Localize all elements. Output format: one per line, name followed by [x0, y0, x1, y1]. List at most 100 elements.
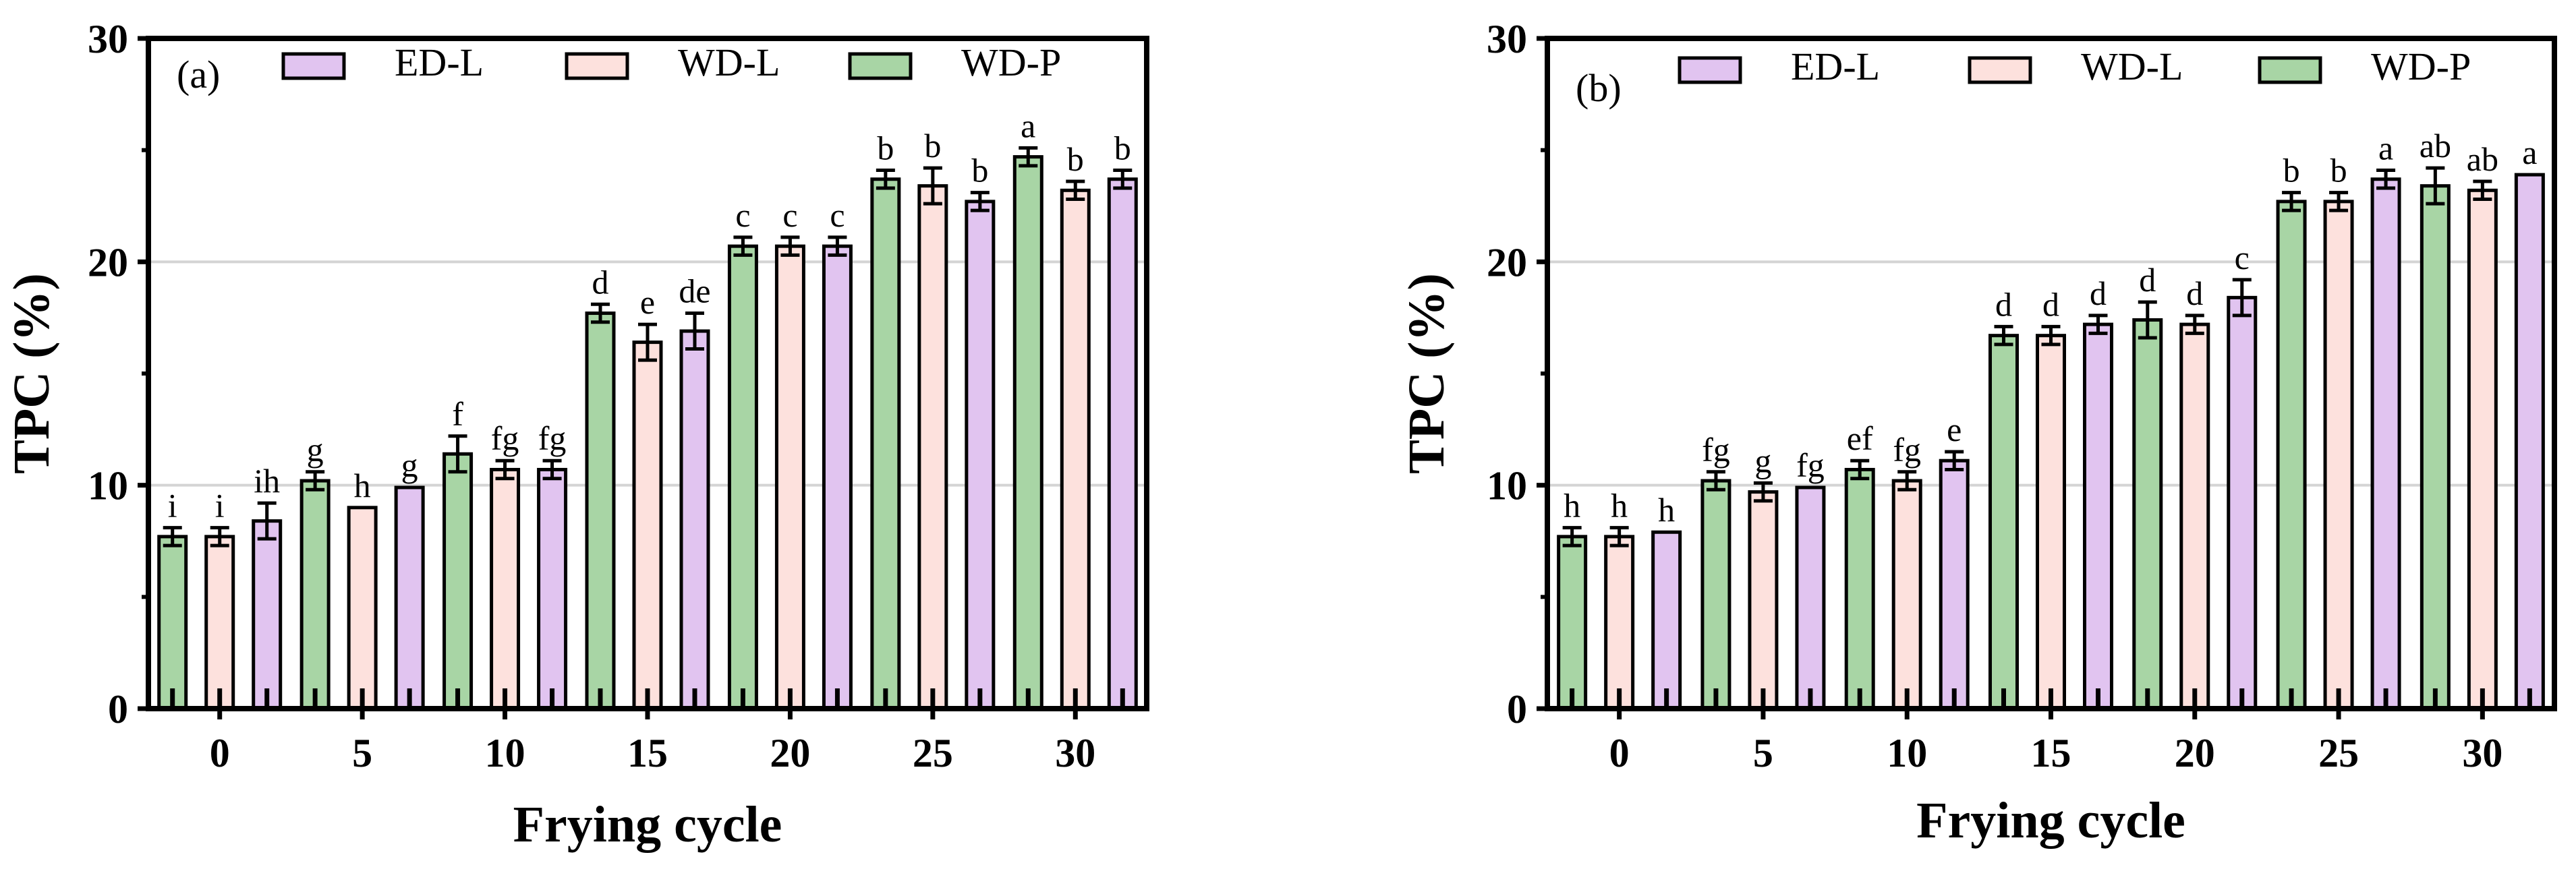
bar-wd-l-0	[1604, 535, 1635, 711]
x-tick-label: 0	[1609, 731, 1630, 775]
x-axis-title: Frying cycle	[1916, 792, 2185, 849]
x-tick-label: 5	[352, 731, 372, 775]
significance-label: b	[1067, 140, 1084, 178]
bar-ed-l-10	[1939, 458, 1970, 711]
significance-label: h	[1564, 487, 1580, 525]
bar-wd-p-20	[727, 244, 758, 711]
legend-swatch-ed-l	[1678, 56, 1742, 84]
bar-wd-l-30	[2467, 188, 2498, 711]
bar-ed-l-15	[2083, 322, 2113, 711]
significance-label: ih	[254, 462, 280, 500]
bar-wd-l-5	[347, 506, 378, 711]
significance-label: c	[735, 196, 750, 234]
bar-wd-l-20	[774, 244, 805, 711]
legend-label-ed-l: ED-L	[395, 40, 484, 84]
significance-label: ef	[1847, 419, 1873, 457]
legend-label-wd-p: WD-P	[2371, 44, 2471, 88]
legend-label-wd-l: WD-L	[2081, 44, 2183, 88]
significance-label: d	[592, 263, 609, 301]
plot-frame	[146, 36, 1149, 711]
legend-swatch-ed-l	[281, 52, 346, 80]
y-tick-label: 20	[88, 240, 128, 285]
legend-swatch-wd-l	[565, 52, 629, 80]
bar-ed-l-15	[679, 329, 710, 711]
significance-label: fg	[538, 419, 567, 457]
bar-wd-p-0	[157, 535, 188, 711]
bar-wd-l-10	[1891, 479, 1922, 711]
y-tick-label: 0	[1507, 687, 1527, 732]
significance-label: a	[2378, 129, 2393, 167]
x-tick-label: 15	[2031, 731, 2071, 775]
x-tick-label: 25	[2318, 731, 2359, 775]
significance-label: fg	[1796, 446, 1825, 484]
significance-label: d	[2090, 274, 2107, 312]
panel-label: (b)	[1576, 66, 1622, 110]
bar-wd-l-15	[632, 340, 663, 711]
significance-label: g	[307, 431, 324, 469]
x-tick-label: 10	[485, 731, 525, 775]
y-tick-label: 10	[1487, 464, 1527, 508]
bar-wd-l-10	[490, 467, 521, 711]
y-tick-label: 20	[1487, 240, 1527, 285]
bar-wd-l-30	[1060, 188, 1091, 711]
bar-ed-l-25	[2370, 177, 2401, 711]
bar-wd-p-15	[585, 312, 616, 711]
significance-label: b	[2283, 152, 2300, 189]
legend-swatch-wd-p	[2258, 56, 2322, 84]
legend-swatch-wd-l	[1968, 56, 2032, 84]
bar-wd-l-5	[1748, 490, 1779, 711]
significance-label: d	[1995, 285, 2012, 323]
significance-label: c	[782, 196, 797, 234]
legend-label-ed-l: ED-L	[1791, 44, 1880, 88]
bar-ed-l-5	[394, 485, 425, 711]
significance-label: d	[2186, 274, 2203, 312]
y-tick-label: 10	[88, 464, 128, 508]
bar-ed-l-30	[1107, 177, 1138, 711]
bar-ed-l-5	[1795, 485, 1826, 711]
bar-wd-l-25	[2323, 200, 2354, 711]
significance-label: g	[1754, 442, 1771, 479]
bar-ed-l-30	[2514, 173, 2545, 711]
significance-label: e	[1947, 411, 1962, 448]
bar-wd-p-30	[1012, 155, 1043, 711]
x-tick-label: 30	[2462, 731, 2502, 775]
significance-label: h	[354, 467, 371, 504]
bar-wd-p-10	[442, 452, 474, 711]
significance-label: b	[924, 127, 941, 165]
x-tick-label: 30	[1055, 731, 1095, 775]
significance-label: ab	[2467, 140, 2498, 178]
legend-swatch-wd-p	[848, 52, 913, 80]
legend-label-wd-l: WD-L	[678, 40, 780, 84]
significance-label: b	[1114, 129, 1131, 167]
y-axis-title: TPC (%)	[3, 273, 60, 474]
bar-wd-l-20	[2179, 322, 2210, 711]
y-tick-label: 30	[88, 17, 128, 61]
bar-wd-p-20	[2132, 318, 2163, 711]
significance-label: i	[168, 487, 177, 525]
y-tick-label: 0	[108, 687, 128, 732]
x-tick-label: 0	[210, 731, 230, 775]
bar-wd-p-10	[1844, 467, 1875, 711]
x-tick-label: 5	[1753, 731, 1773, 775]
significance-label: fg	[491, 419, 519, 457]
panel-label: (a)	[177, 53, 220, 96]
significance-label: ab	[2420, 127, 2451, 165]
bar-ed-l-20	[822, 244, 853, 711]
significance-label: g	[401, 446, 418, 484]
bar-wd-p-5	[1700, 479, 1731, 711]
significance-label: i	[215, 487, 225, 525]
significance-label: b	[971, 152, 988, 189]
significance-label: b	[2330, 152, 2347, 189]
bar-wd-l-15	[2036, 334, 2066, 711]
x-tick-label: 10	[1887, 731, 1927, 775]
x-tick-label: 25	[913, 731, 953, 775]
bar-wd-p-5	[299, 479, 331, 711]
significance-label: de	[679, 272, 710, 310]
bar-ed-l-25	[965, 200, 996, 711]
bar-ed-l-0	[252, 519, 283, 711]
significance-label: a	[2522, 134, 2537, 171]
legend-label-wd-p: WD-P	[961, 40, 1061, 84]
significance-label: c	[2235, 239, 2250, 276]
